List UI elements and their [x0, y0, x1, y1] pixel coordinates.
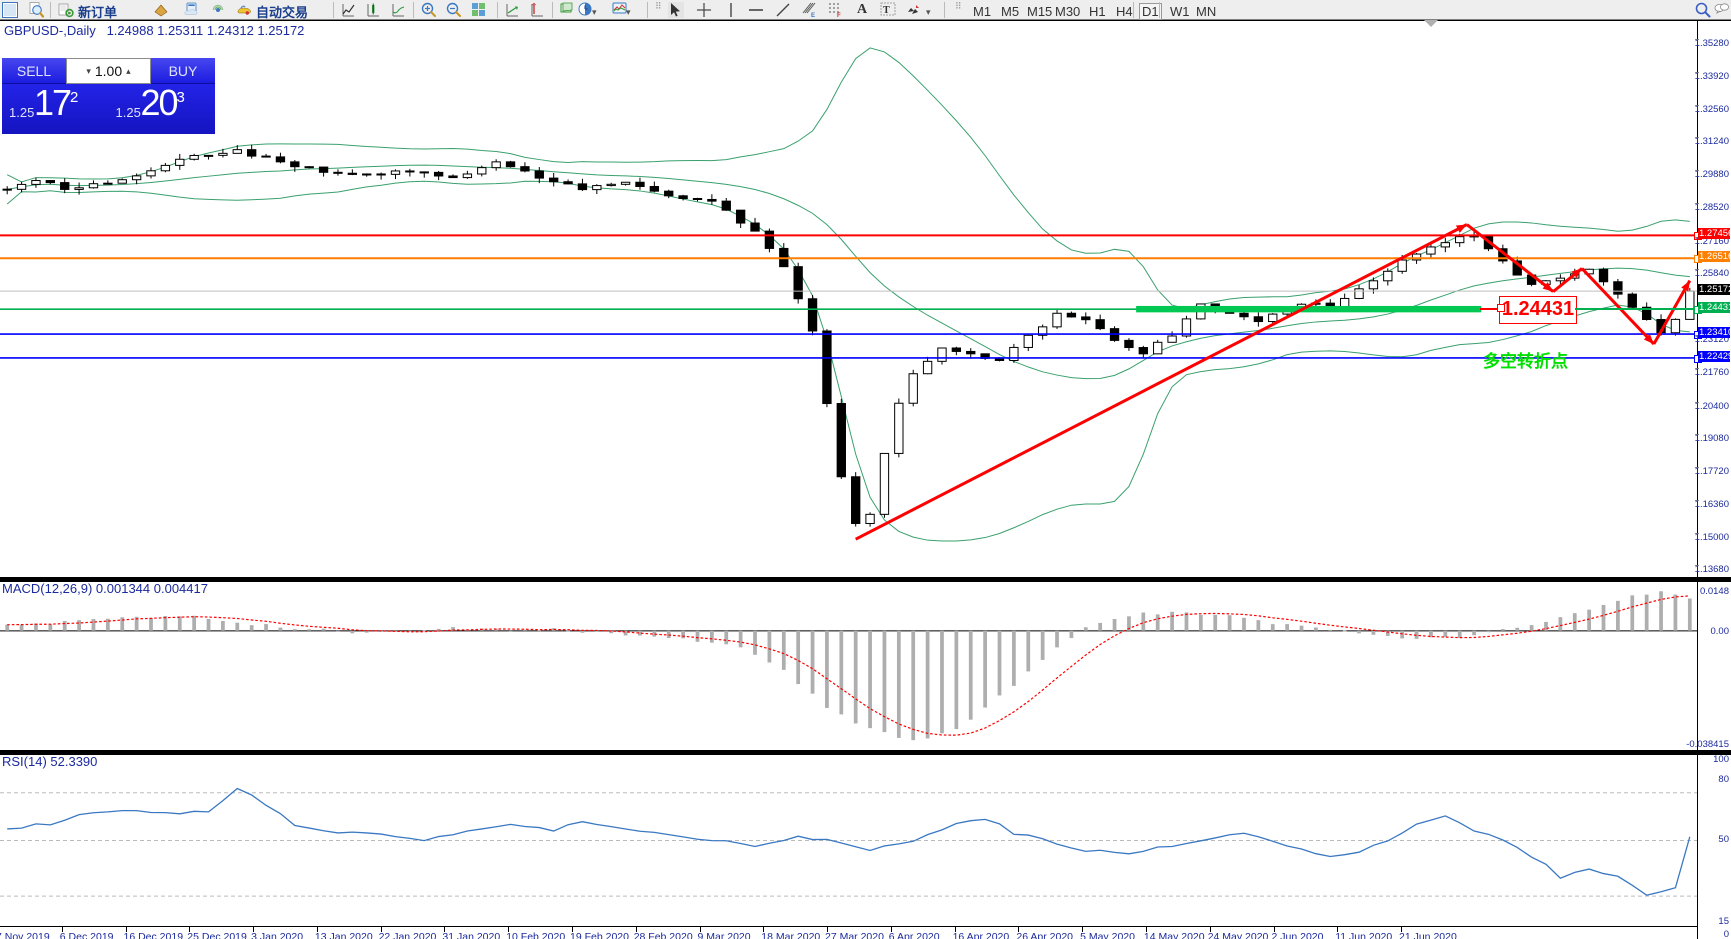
svg-text:E: E	[811, 13, 815, 18]
svg-text:T: T	[883, 5, 890, 16]
svg-text:F: F	[837, 13, 841, 18]
